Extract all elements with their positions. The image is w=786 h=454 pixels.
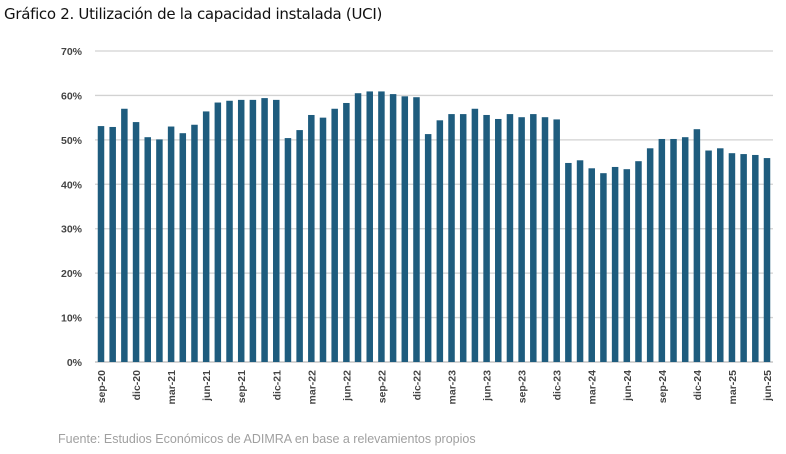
bar-ago-24	[646, 148, 654, 362]
bar-jun-24	[623, 169, 631, 362]
bar-ene-22	[284, 138, 292, 362]
bar-ene-25	[705, 150, 712, 362]
bar-nov-22	[401, 96, 409, 363]
x-tick-label: mar-25	[727, 370, 739, 405]
bar-dic-21	[273, 99, 280, 362]
bar-abr-22	[319, 117, 327, 363]
bar-abr-25	[740, 154, 747, 362]
bar-may-22	[331, 108, 338, 362]
x-tick-label: sep-24	[657, 370, 669, 403]
y-tick-label: 60%	[61, 90, 83, 102]
bar-jul-22	[354, 93, 362, 362]
x-tick-label: jun-23	[482, 370, 494, 402]
x-tick-label: dic-21	[271, 370, 283, 401]
bar-jun-25	[763, 158, 771, 362]
bar-nov-21	[261, 98, 268, 362]
bar-ene-23	[424, 134, 432, 362]
bar-mar-25	[728, 153, 736, 362]
bar-jul-23	[495, 118, 502, 363]
bar-nov-20	[121, 108, 128, 362]
bar-ago-21	[226, 100, 233, 362]
bar-ago-22	[366, 91, 373, 363]
x-tick-label: jun-25	[762, 370, 774, 402]
bar-dic-22	[413, 97, 420, 362]
bar-ene-24	[565, 162, 572, 362]
bar-jul-21	[214, 102, 222, 362]
bar-ago-23	[506, 114, 514, 363]
bar-sep-20	[97, 126, 105, 362]
bar-abr-21	[179, 133, 187, 362]
x-tick-label: dic-22	[411, 370, 423, 401]
y-tick-label: 20%	[61, 268, 83, 280]
x-tick-label: dic-20	[131, 370, 143, 401]
bar-nov-24	[681, 137, 689, 362]
bar-dic-20	[132, 122, 140, 362]
y-tick-label: 10%	[61, 313, 83, 325]
y-tick-label: 40%	[61, 179, 83, 191]
bar-oct-22	[389, 94, 397, 363]
x-tick-label: sep-22	[376, 370, 388, 403]
x-tick-label: mar-24	[587, 370, 599, 405]
bar-mar-24	[588, 168, 595, 362]
bar-sep-21	[237, 99, 245, 362]
y-tick-label: 0%	[67, 357, 83, 369]
source-note: Fuente: Estudios Económicos de ADIMRA en…	[58, 432, 476, 446]
x-tick-label: jun-21	[201, 370, 213, 402]
bar-jun-21	[202, 111, 210, 363]
x-tick-label: dic-24	[692, 370, 704, 401]
bar-dic-23	[553, 119, 560, 362]
bar-jul-24	[635, 161, 642, 362]
bar-abr-24	[600, 173, 607, 362]
x-tick-label: mar-22	[306, 370, 318, 405]
bar-ene-21	[144, 137, 151, 362]
x-tick-label: mar-21	[166, 370, 178, 405]
y-tick-label: 70%	[61, 46, 83, 58]
bar-may-25	[752, 154, 759, 362]
bar-nov-23	[541, 117, 549, 362]
y-tick-label: 30%	[61, 224, 83, 236]
bar-sep-23	[518, 117, 525, 362]
bar-mar-23	[448, 114, 455, 363]
bar-oct-20	[109, 126, 116, 362]
chart-title: Gráfico 2. Utilización de la capacidad i…	[4, 5, 382, 23]
bar-mar-21	[167, 126, 175, 363]
bar-abr-23	[459, 114, 467, 363]
bar-feb-22	[296, 130, 303, 362]
bar-jun-23	[483, 114, 490, 362]
x-tick-label: jun-24	[622, 370, 634, 402]
x-tick-label: jun-22	[341, 370, 353, 402]
bar-oct-24	[670, 138, 677, 362]
bar-feb-21	[156, 139, 163, 362]
bar-may-24	[611, 166, 619, 362]
bar-may-23	[471, 108, 479, 362]
bar-sep-24	[658, 138, 666, 362]
x-tick-label: sep-21	[236, 370, 248, 403]
x-tick-label: mar-23	[447, 370, 459, 405]
bar-feb-23	[436, 120, 444, 363]
x-tick-label: dic-23	[552, 370, 564, 401]
bar-may-21	[191, 124, 198, 362]
bar-feb-24	[576, 160, 584, 362]
bar-mar-22	[308, 114, 315, 362]
x-tick-label: sep-20	[96, 370, 108, 403]
bar-dic-24	[693, 129, 701, 362]
bar-jun-22	[343, 102, 350, 362]
y-tick-label: 50%	[61, 135, 83, 147]
bar-feb-25	[717, 148, 724, 362]
bar-oct-21	[249, 99, 257, 362]
bar-sep-22	[378, 91, 385, 363]
x-tick-label: sep-23	[517, 370, 529, 403]
bar-oct-23	[530, 114, 537, 363]
